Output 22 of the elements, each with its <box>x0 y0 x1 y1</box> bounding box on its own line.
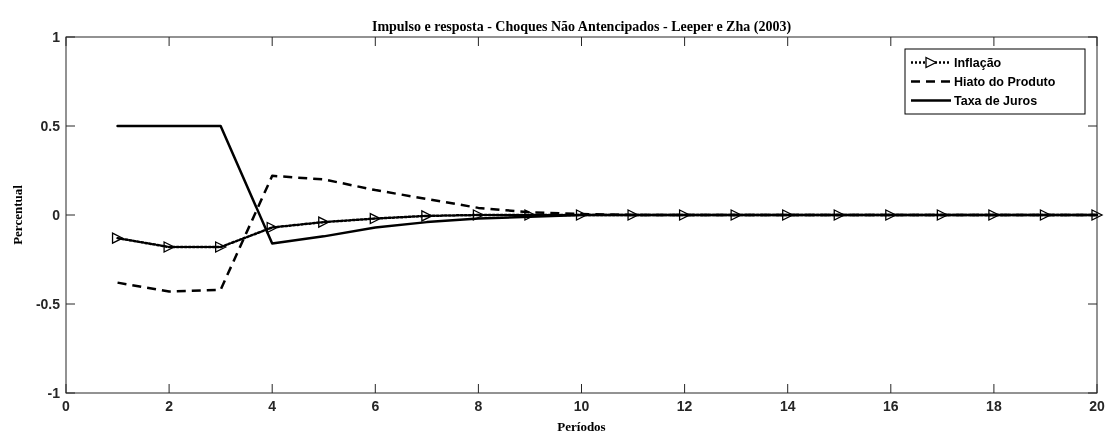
legend-label: Taxa de Juros <box>954 94 1038 108</box>
legend-label: Hiato do Produto <box>954 75 1056 89</box>
x-tick-label: 0 <box>62 398 71 414</box>
x-tick-label: 16 <box>883 398 899 414</box>
legend-label: Inflação <box>954 56 1002 70</box>
y-tick-label: 1 <box>52 29 61 45</box>
y-tick-label: 0.5 <box>40 118 61 134</box>
chart-title: Impulso e resposta - Choques Não Antencipados - Leeper e Zha (2003) <box>371 19 792 35</box>
x-tick-label: 20 <box>1089 398 1105 414</box>
x-tick-label: 18 <box>986 398 1002 414</box>
y-axis-title: Percentual <box>10 184 25 245</box>
y-tick-label: -0.5 <box>35 296 61 312</box>
x-axis-title: Períodos <box>557 419 606 434</box>
x-tick-label: 8 <box>474 398 483 414</box>
x-tick-label: 6 <box>371 398 380 414</box>
x-tick-label: 4 <box>268 398 277 414</box>
x-tick-label: 12 <box>676 398 693 414</box>
y-tick-label: 0 <box>52 207 61 223</box>
x-tick-label: 10 <box>573 398 590 414</box>
x-tick-label: 14 <box>779 398 796 414</box>
y-tick-label: -1 <box>47 385 61 401</box>
x-tick-label: 2 <box>165 398 174 414</box>
